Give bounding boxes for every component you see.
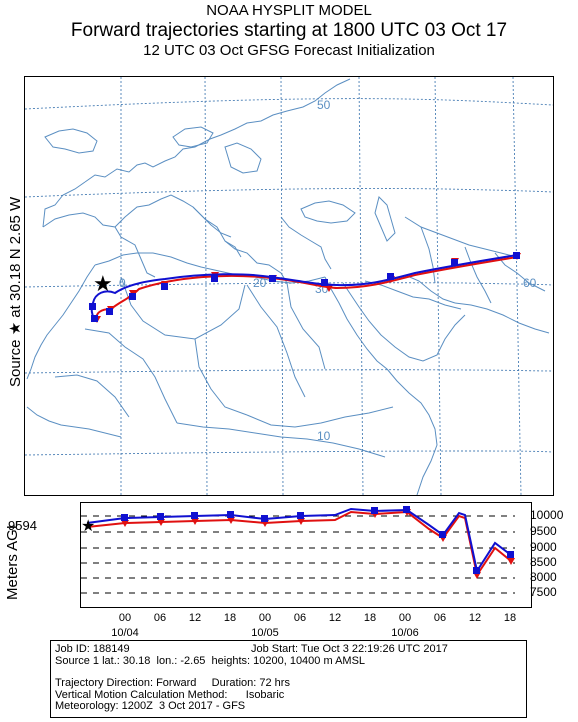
hour-tick: 18 (363, 612, 377, 624)
height-panel: ★ (80, 502, 532, 608)
hour-tick: 00 (258, 612, 272, 624)
source-height-label: 9594 (8, 518, 37, 533)
direction-info: Trajectory Direction: Forward Duration: … (55, 677, 290, 689)
hour-tick: 12 (328, 612, 342, 624)
map-panel: 50 30 10 0 20 60 (24, 76, 554, 496)
trajectory-high (89, 252, 520, 322)
trajectory-map: 50 30 10 0 20 60 (24, 76, 554, 496)
hour-tick: 12 (188, 612, 202, 624)
level-10000: 10000 (530, 508, 564, 522)
level-9500: 9500 (530, 524, 557, 538)
date-label: 10/05 (251, 627, 279, 639)
star-icon: ★ (81, 518, 95, 535)
height-trace-high (86, 507, 512, 574)
coastlines (26, 78, 550, 496)
meteorology-info: Meteorology: 1200Z 3 Oct 2017 - GFS (55, 700, 246, 712)
level-7500: 7500 (530, 585, 557, 599)
hour-tick: 06 (293, 612, 307, 624)
model-title: NOAA HYSPLIT MODEL (206, 2, 372, 19)
graticule (24, 76, 554, 496)
hour-tick: 06 (433, 612, 447, 624)
hour-tick: 12 (468, 612, 482, 624)
date-label: 10/06 (391, 627, 419, 639)
vertical-motion-info: Vertical Motion Calculation Method: Isob… (55, 688, 285, 701)
hour-tick: 00 (118, 612, 132, 624)
hour-tick: 06 (153, 612, 167, 624)
job-start: Job Start: Tue Oct 3 22:19:26 UTC 2017 (251, 643, 448, 655)
lat-label-10: 10 (317, 429, 331, 443)
level-8000: 8000 (530, 570, 557, 584)
lon-label-0: 0 (119, 276, 126, 290)
job-id: Job ID: 188149 (55, 643, 130, 655)
level-9000: 9000 (530, 540, 557, 554)
level-8500: 8500 (530, 555, 557, 569)
star-icon: ★ (93, 271, 113, 296)
source-info: Source 1 lat.: 30.18 lon.: -2.65 heights… (55, 654, 366, 667)
date-label: 10/04 (111, 627, 139, 639)
trajectory-title: Forward trajectories starting at 1800 UT… (70, 20, 508, 41)
hour-tick: 00 (398, 612, 412, 624)
lon-label-20: 20 (253, 276, 267, 290)
job-info-box: Job ID: 188149 Job Start: Tue Oct 3 22:1… (50, 640, 527, 718)
hour-tick: 18 (223, 612, 237, 624)
lon-label-60: 60 (523, 276, 537, 290)
forecast-subtitle: 12 UTC 03 Oct GFSG Forecast Initializati… (143, 42, 435, 59)
source-location-label: Source ★ at 30.18 N 2.65 W (7, 196, 24, 387)
lat-label-50: 50 (317, 98, 331, 112)
hour-tick: 18 (503, 612, 517, 624)
title-block: NOAA HYSPLIT MODEL Forward trajectories … (0, 2, 578, 60)
height-profile: ★ (81, 506, 515, 594)
